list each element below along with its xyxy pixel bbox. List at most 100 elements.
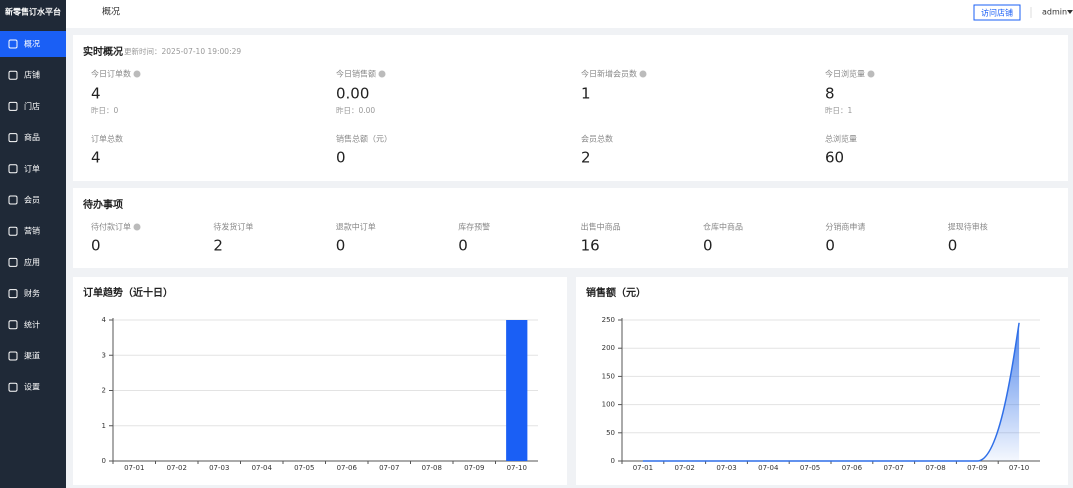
line [642,322,1020,462]
todo-label[interactable]: 待发货订单 [213,222,253,232]
nav-icon[interactable] [8,351,18,361]
todo-value[interactable]: 0 [948,237,958,255]
nav-item[interactable]: 概况 [24,39,40,49]
nav-icon[interactable] [8,39,18,49]
stat-yesterday: 昨日：0.00 [336,105,375,115]
todo-value[interactable]: 0 [458,237,468,255]
update-time: 更新时间：2025-07-10 19:00:29 [124,46,241,56]
x-tick-label: 07-02 [167,464,187,472]
x-tick-label: 07-09 [464,464,484,472]
todo-label[interactable]: 仓库中商品 [703,222,743,232]
help-icon [867,70,875,78]
y-tick-label: 0 [102,457,106,465]
nav-item[interactable]: 应用 [24,257,40,267]
todo-label[interactable]: 库存预警 [458,222,490,232]
nav-item[interactable]: 商品 [24,132,40,142]
chart-card [73,277,567,485]
y-tick-label: 4 [102,316,107,324]
todo-label[interactable]: 分销商申请 [825,222,865,232]
dropdown-caret[interactable] [1067,10,1073,14]
nav-item[interactable]: 门店 [24,101,40,111]
y-tick-label: 200 [602,344,615,352]
nav-icon[interactable] [8,382,18,392]
nav-item[interactable]: 订单 [24,163,40,173]
y-tick-label: 1 [102,422,106,430]
stat-value: 8 [825,85,835,103]
todo-label[interactable]: 待付款订单 [91,222,131,232]
nav-item[interactable]: 会员 [24,195,40,205]
sidebar [0,0,66,488]
x-tick-label: 07-09 [967,464,987,472]
x-tick-label: 07-04 [758,464,779,472]
todo-value[interactable]: 0 [336,237,346,255]
nav-icon[interactable] [8,257,18,267]
help-icon [133,223,141,231]
todo-value[interactable]: 0 [703,237,713,255]
x-tick-label: 07-08 [925,464,945,472]
stat-value: 4 [91,85,101,103]
x-tick-label: 07-07 [379,464,399,472]
stat-label: 今日新增会员数 [581,69,637,79]
stat-value: 0.00 [336,85,369,103]
visit-store-button[interactable] [973,4,1021,21]
x-tick-label: 07-05 [294,464,314,472]
nav-item[interactable]: 财务 [24,288,40,298]
user-menu[interactable]: admin [1042,8,1067,17]
topbar [66,0,1073,28]
total-value: 60 [825,149,844,167]
stat-label: 今日订单数 [91,69,131,79]
chart-title: 销售额（元） [586,286,646,299]
x-tick-label: 07-10 [1009,464,1029,472]
nav-icon[interactable] [8,101,18,111]
todo-value[interactable]: 0 [825,237,835,255]
nav-icon[interactable] [8,226,18,236]
x-tick-label: 07-05 [800,464,820,472]
total-value: 4 [91,149,101,167]
stat-label: 今日浏览量 [825,69,865,79]
nav-icon[interactable] [8,320,18,330]
card-title: 实时概况 [83,45,123,58]
y-tick-label: 3 [102,351,106,359]
total-label: 总浏览量 [825,134,857,144]
nav-active [0,31,66,57]
x-tick-label: 07-01 [633,464,653,472]
x-tick-label: 07-10 [507,464,527,472]
nav-icon[interactable] [8,195,18,205]
total-value: 2 [581,149,591,167]
nav-item[interactable]: 统计 [24,319,40,329]
realtime-card [73,35,1068,181]
todo-card [73,188,1068,268]
x-tick-label: 07-06 [842,464,863,472]
help-icon [639,70,647,78]
todo-value[interactable]: 2 [213,237,223,255]
nav-item[interactable]: 渠道 [24,351,40,361]
todo-label[interactable]: 出售中商品 [581,222,621,232]
x-tick-label: 07-03 [209,464,229,472]
total-label: 订单总数 [91,134,123,144]
x-tick-label: 07-06 [337,464,358,472]
nav-icon[interactable] [8,164,18,174]
nav-icon[interactable] [8,289,18,299]
y-tick-label: 100 [602,401,615,409]
todo-label[interactable]: 退款中订单 [336,222,376,232]
nav-item[interactable]: 营销 [24,226,40,236]
total-value: 0 [336,149,346,167]
chart-card [576,277,1068,485]
card-title: 待办事项 [83,198,123,211]
visit-store-label[interactable]: 访问店铺 [981,8,1013,18]
nav-icon[interactable] [8,70,18,80]
nav-item[interactable]: 设置 [24,382,40,392]
x-tick-label: 07-03 [716,464,736,472]
stat-yesterday: 昨日：1 [825,105,852,115]
todo-value[interactable]: 16 [581,237,600,255]
todo-label[interactable]: 提现待审核 [948,222,988,232]
nav-icon[interactable] [8,133,18,143]
x-tick-label: 07-04 [252,464,273,472]
total-label: 会员总数 [581,134,613,144]
stat-value: 1 [581,85,591,103]
nav-item[interactable]: 店铺 [24,70,40,80]
y-tick-label: 250 [602,316,615,324]
todo-value[interactable]: 0 [91,237,101,255]
help-icon [133,70,141,78]
